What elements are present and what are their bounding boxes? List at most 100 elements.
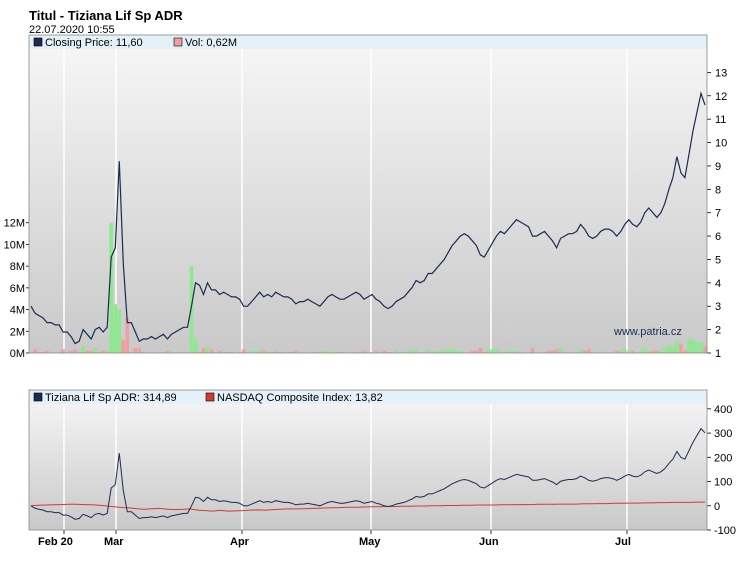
volume-bar: [470, 350, 475, 353]
volume-bar: [125, 318, 130, 353]
chart-title: Titul - Tiziana Lif Sp ADR: [29, 8, 183, 23]
volume-bar: [61, 349, 65, 353]
volume-bar: [350, 352, 354, 353]
volume-bar: [691, 339, 695, 353]
volume-bar: [578, 349, 583, 353]
volume-bar: [679, 343, 683, 353]
volume-bar: [478, 347, 483, 353]
month-label: Jul: [615, 536, 631, 548]
volume-bar: [249, 350, 254, 353]
volume-bar: [550, 350, 555, 353]
volume-bar: [598, 350, 603, 353]
volume-bar: [221, 352, 226, 353]
volume-bar: [45, 350, 49, 353]
month-label: Feb 20: [38, 536, 73, 548]
volume-bar: [121, 339, 126, 353]
volume-bar: [414, 349, 418, 353]
volume-bar: [486, 349, 491, 353]
volume-bar: [253, 350, 258, 353]
price-axis-label: 13: [715, 67, 727, 79]
volume-bar: [655, 350, 659, 353]
volume-bar: [458, 350, 463, 353]
main-legend-volume-label: Vol: 0,62M: [185, 37, 237, 49]
volume-bar: [482, 352, 487, 353]
volume-bar: [330, 352, 334, 353]
volume-bar: [217, 350, 222, 353]
volume-bar: [546, 350, 551, 353]
watermark: www.patria.cz: [613, 326, 682, 338]
volume-bar: [626, 350, 631, 353]
volume-bar: [586, 349, 591, 353]
volume-bar: [177, 352, 182, 353]
main-panel-frame: [28, 34, 708, 354]
chart-timestamp: 22.07.2020 10:55: [29, 24, 115, 36]
volume-bar: [318, 352, 322, 353]
volume-bar: [643, 347, 647, 353]
volume-bar: [209, 349, 214, 353]
price-axis-label: 9: [715, 161, 721, 173]
volume-axis-label: 10M: [4, 239, 25, 251]
price-axis-label: 12: [715, 91, 727, 103]
volume-bar: [189, 266, 194, 353]
volume-bar: [630, 350, 635, 353]
volume-bar: [205, 346, 210, 353]
volume-bar: [518, 352, 523, 353]
volume-bar: [450, 349, 455, 353]
volume-bar: [297, 352, 302, 353]
volume-bar: [141, 352, 146, 353]
volume-bar: [193, 338, 198, 353]
volume-bar: [663, 347, 667, 353]
volume-bar: [73, 349, 77, 353]
volume-bar: [402, 352, 406, 353]
volume-bar: [69, 350, 73, 353]
volume-bar: [229, 352, 234, 353]
volume-bar: [257, 350, 262, 353]
volume-bar: [406, 350, 410, 353]
volume-bar: [675, 340, 679, 353]
relative-axis-label: 100: [714, 477, 732, 489]
volume-bar: [683, 350, 687, 353]
volume-bar: [410, 350, 414, 353]
volume-bar: [618, 350, 623, 353]
volume-bar: [277, 352, 282, 353]
volume-bar: [85, 350, 89, 353]
volume-bar: [514, 350, 519, 353]
volume-bar: [354, 352, 358, 353]
volume-bar: [659, 350, 663, 353]
relative-axis-label: -100: [714, 525, 736, 537]
volume-bar: [542, 352, 547, 353]
volume-bar: [442, 350, 447, 353]
volume-bar: [494, 349, 499, 353]
volume-bar: [498, 350, 503, 353]
volume-bar: [554, 349, 559, 353]
volume-bar: [622, 349, 627, 353]
price-axis-label: 4: [715, 278, 721, 290]
volume-bar: [374, 350, 378, 353]
volume-bar: [370, 352, 374, 353]
price-axis-label: 2: [715, 325, 721, 337]
volume-bar: [703, 346, 707, 353]
volume-bar: [582, 350, 587, 353]
volume-bar: [237, 352, 242, 353]
volume-bar: [695, 342, 699, 353]
relative-panel-background: [29, 390, 707, 530]
volume-bar: [289, 352, 294, 353]
volume-bar: [614, 350, 619, 353]
relative-panel-frame: [28, 389, 708, 531]
volume-bar: [671, 346, 675, 353]
volume-bar: [574, 352, 579, 353]
volume-axis-label: 4M: [10, 305, 25, 317]
volume-bar: [181, 352, 186, 353]
price-axis-label: 7: [715, 208, 721, 220]
volume-bar: [639, 350, 643, 353]
main-legend-price-swatch: [33, 37, 43, 47]
volume-bar: [502, 352, 507, 353]
volume-bar: [109, 222, 114, 353]
volume-bar: [346, 352, 350, 353]
relative-axis-label: 0: [714, 501, 720, 513]
volume-axis-label: 12M: [4, 218, 25, 230]
volume-bar: [434, 350, 439, 353]
volume-bar: [490, 349, 495, 353]
volume-bar: [161, 352, 166, 353]
